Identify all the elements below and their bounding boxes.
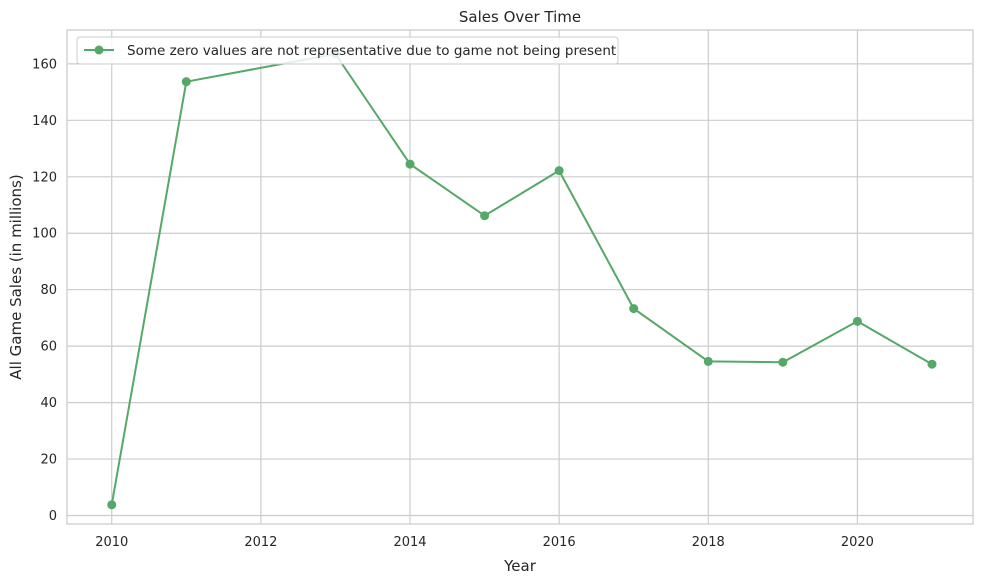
x-tick-label: 2014 (393, 535, 426, 550)
tick-labels: 2010 2012 2014 2016 2018 2020 0 20 40 60 80 100 120 1… (32, 57, 874, 550)
y-tick-label: 80 (40, 283, 57, 298)
data-point (405, 159, 415, 169)
chart-title: Sales Over Time (459, 8, 581, 26)
x-tick-label: 2020 (841, 535, 874, 550)
legend-box (76, 36, 619, 65)
x-axis-label: Year (503, 557, 537, 575)
data-point (629, 304, 639, 314)
data-point (778, 357, 788, 367)
data-point (703, 356, 713, 366)
legend-label: Some zero values are not representative … (127, 43, 616, 59)
y-tick-label: 0 (49, 509, 57, 524)
legend-marker-swatch (94, 45, 104, 55)
grid (67, 30, 973, 524)
data-point (554, 166, 564, 176)
y-tick-label: 140 (32, 114, 57, 129)
x-tick-label: 2016 (543, 535, 576, 550)
y-tick-label: 160 (32, 57, 57, 72)
legend: Some zero values are not representative … (76, 36, 619, 65)
y-tick-label: 120 (32, 170, 57, 185)
x-tick-label: 2010 (95, 535, 128, 550)
data-point (480, 211, 490, 221)
y-axis-label: All Game Sales (in millions) (7, 174, 25, 379)
x-tick-label: 2012 (244, 535, 277, 550)
y-tick-label: 60 (40, 340, 57, 355)
data-point (852, 316, 862, 326)
y-tick-label: 100 (32, 227, 57, 242)
x-tick-label: 2018 (692, 535, 725, 550)
plot-area-frame (66, 29, 974, 525)
data-point (107, 500, 117, 510)
data-point (181, 77, 191, 87)
data-point (927, 359, 937, 369)
y-tick-label: 20 (40, 453, 57, 468)
y-tick-label: 40 (40, 396, 57, 411)
